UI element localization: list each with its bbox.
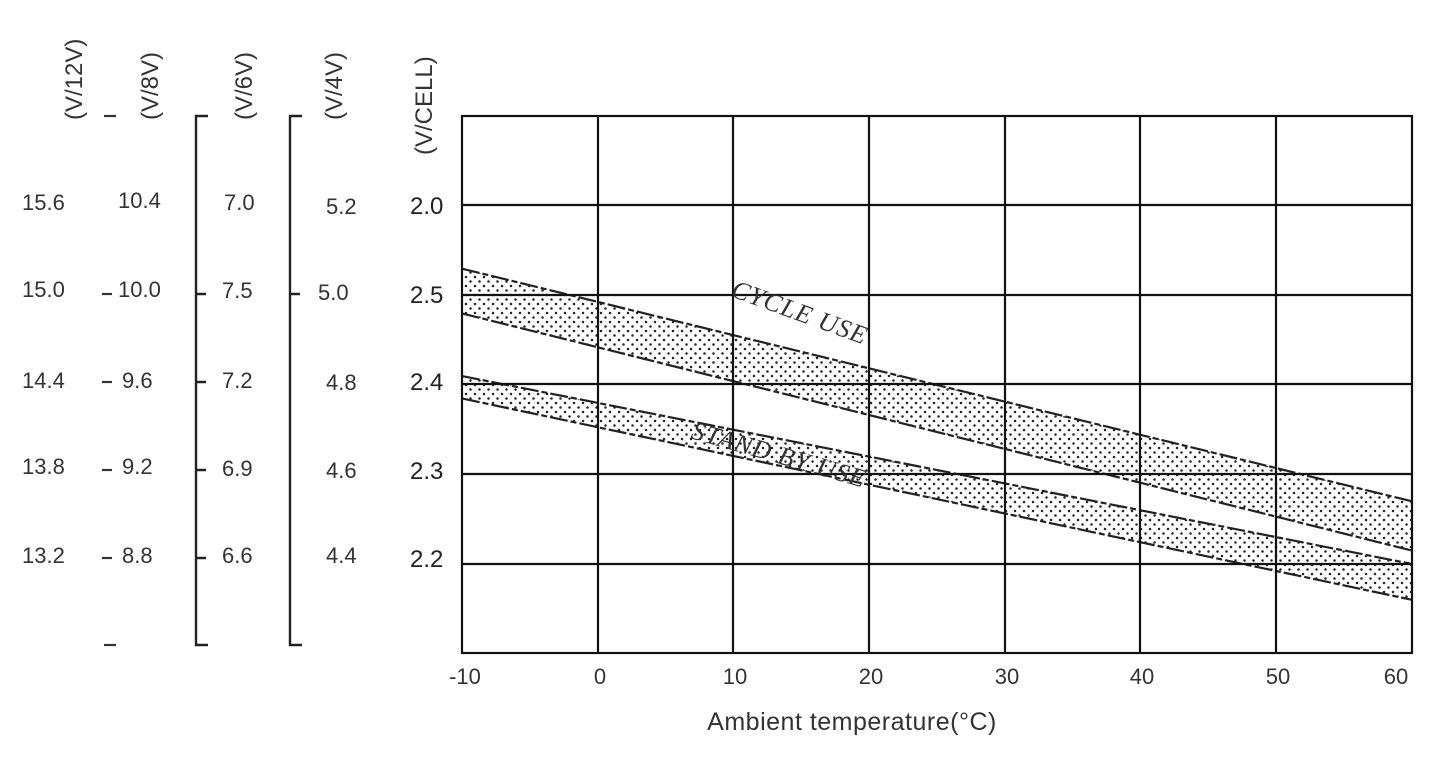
axis-8v-labels: 10.4 10.0 9.6 9.2 8.8 bbox=[118, 188, 161, 568]
tick-label-12v: 13.8 bbox=[22, 454, 65, 479]
band-layer bbox=[461, 267, 1413, 601]
x-tick-label: 0 bbox=[594, 664, 606, 689]
x-tick-label: 50 bbox=[1266, 664, 1290, 689]
axis-12v-labels: 15.6 15.0 14.4 13.8 13.2 bbox=[22, 190, 65, 568]
tick-label-4v: 5.2 bbox=[326, 194, 357, 219]
axis-unit-cell: (V/CELL) bbox=[411, 56, 438, 155]
plot-grid bbox=[460, 114, 1414, 655]
band-stand-by-use bbox=[462, 376, 1412, 600]
tick-label-8v: 10.0 bbox=[118, 277, 161, 302]
axis-12v-dashes bbox=[102, 114, 116, 647]
x-tick-label: -10 bbox=[449, 664, 481, 689]
axis-unit-6v: (V/6V) bbox=[231, 52, 258, 120]
tick-label-4v: 4.6 bbox=[326, 458, 357, 483]
tick-label-4v: 4.4 bbox=[326, 543, 357, 568]
secondary-axis-units: (V/12V) (V/8V) (V/6V) (V/4V) (V/CELL) bbox=[61, 39, 438, 155]
axis-4v-labels: 5.2 5.0 4.8 4.6 4.4 bbox=[318, 194, 357, 568]
band-stand-by-use-lower-edge bbox=[461, 397, 1413, 601]
axis-6v-bracket bbox=[194, 114, 208, 647]
x-tick-label: 10 bbox=[723, 664, 747, 689]
tick-label-12v: 15.6 bbox=[22, 190, 65, 215]
tick-label-cell: 2.0 bbox=[410, 193, 443, 220]
tick-label-cell: 2.3 bbox=[410, 458, 443, 485]
tick-label-6v: 6.6 bbox=[222, 543, 253, 568]
x-tick-label: 60 bbox=[1384, 664, 1408, 689]
tick-label-4v: 5.0 bbox=[318, 280, 349, 305]
tick-label-12v: 15.0 bbox=[22, 277, 65, 302]
tick-label-6v: 6.9 bbox=[222, 456, 253, 481]
axis-4v-bracket bbox=[288, 114, 302, 647]
tick-label-6v: 7.5 bbox=[222, 278, 253, 303]
axis-unit-8v: (V/8V) bbox=[137, 52, 164, 120]
tick-label-8v: 10.4 bbox=[118, 188, 161, 213]
x-tick-label: 30 bbox=[995, 664, 1019, 689]
tick-label-cell: 2.2 bbox=[410, 546, 443, 573]
axis-cell-labels: 2.0 2.5 2.4 2.3 2.2 bbox=[410, 193, 443, 573]
axis-6v-labels: 7.0 7.5 7.2 6.9 6.6 bbox=[222, 190, 255, 568]
axis-unit-12v: (V/12V) bbox=[61, 39, 88, 120]
tick-label-12v: 13.2 bbox=[22, 543, 65, 568]
tick-label-8v: 9.6 bbox=[122, 368, 153, 393]
tick-label-8v: 9.2 bbox=[122, 454, 153, 479]
x-tick-label: 20 bbox=[859, 664, 883, 689]
tick-label-cell: 2.4 bbox=[410, 369, 443, 396]
x-axis-ticks: -10 0 10 20 30 40 50 60 bbox=[449, 664, 1408, 689]
band-cycle-use-lower-edge bbox=[461, 312, 1413, 552]
x-tick-label: 40 bbox=[1130, 664, 1154, 689]
x-axis-title: Ambient temperature(°C) bbox=[707, 708, 997, 736]
tick-label-4v: 4.8 bbox=[326, 370, 357, 395]
axis-unit-4v: (V/4V) bbox=[321, 52, 348, 120]
band-stand-by-use-upper-edge bbox=[461, 374, 1413, 566]
tick-label-12v: 14.4 bbox=[22, 368, 65, 393]
tick-label-cell: 2.5 bbox=[410, 282, 443, 309]
tick-label-8v: 8.8 bbox=[122, 543, 153, 568]
tick-label-6v: 7.0 bbox=[224, 190, 255, 215]
band-cycle-use bbox=[462, 268, 1412, 551]
tick-label-6v: 7.2 bbox=[222, 368, 253, 393]
